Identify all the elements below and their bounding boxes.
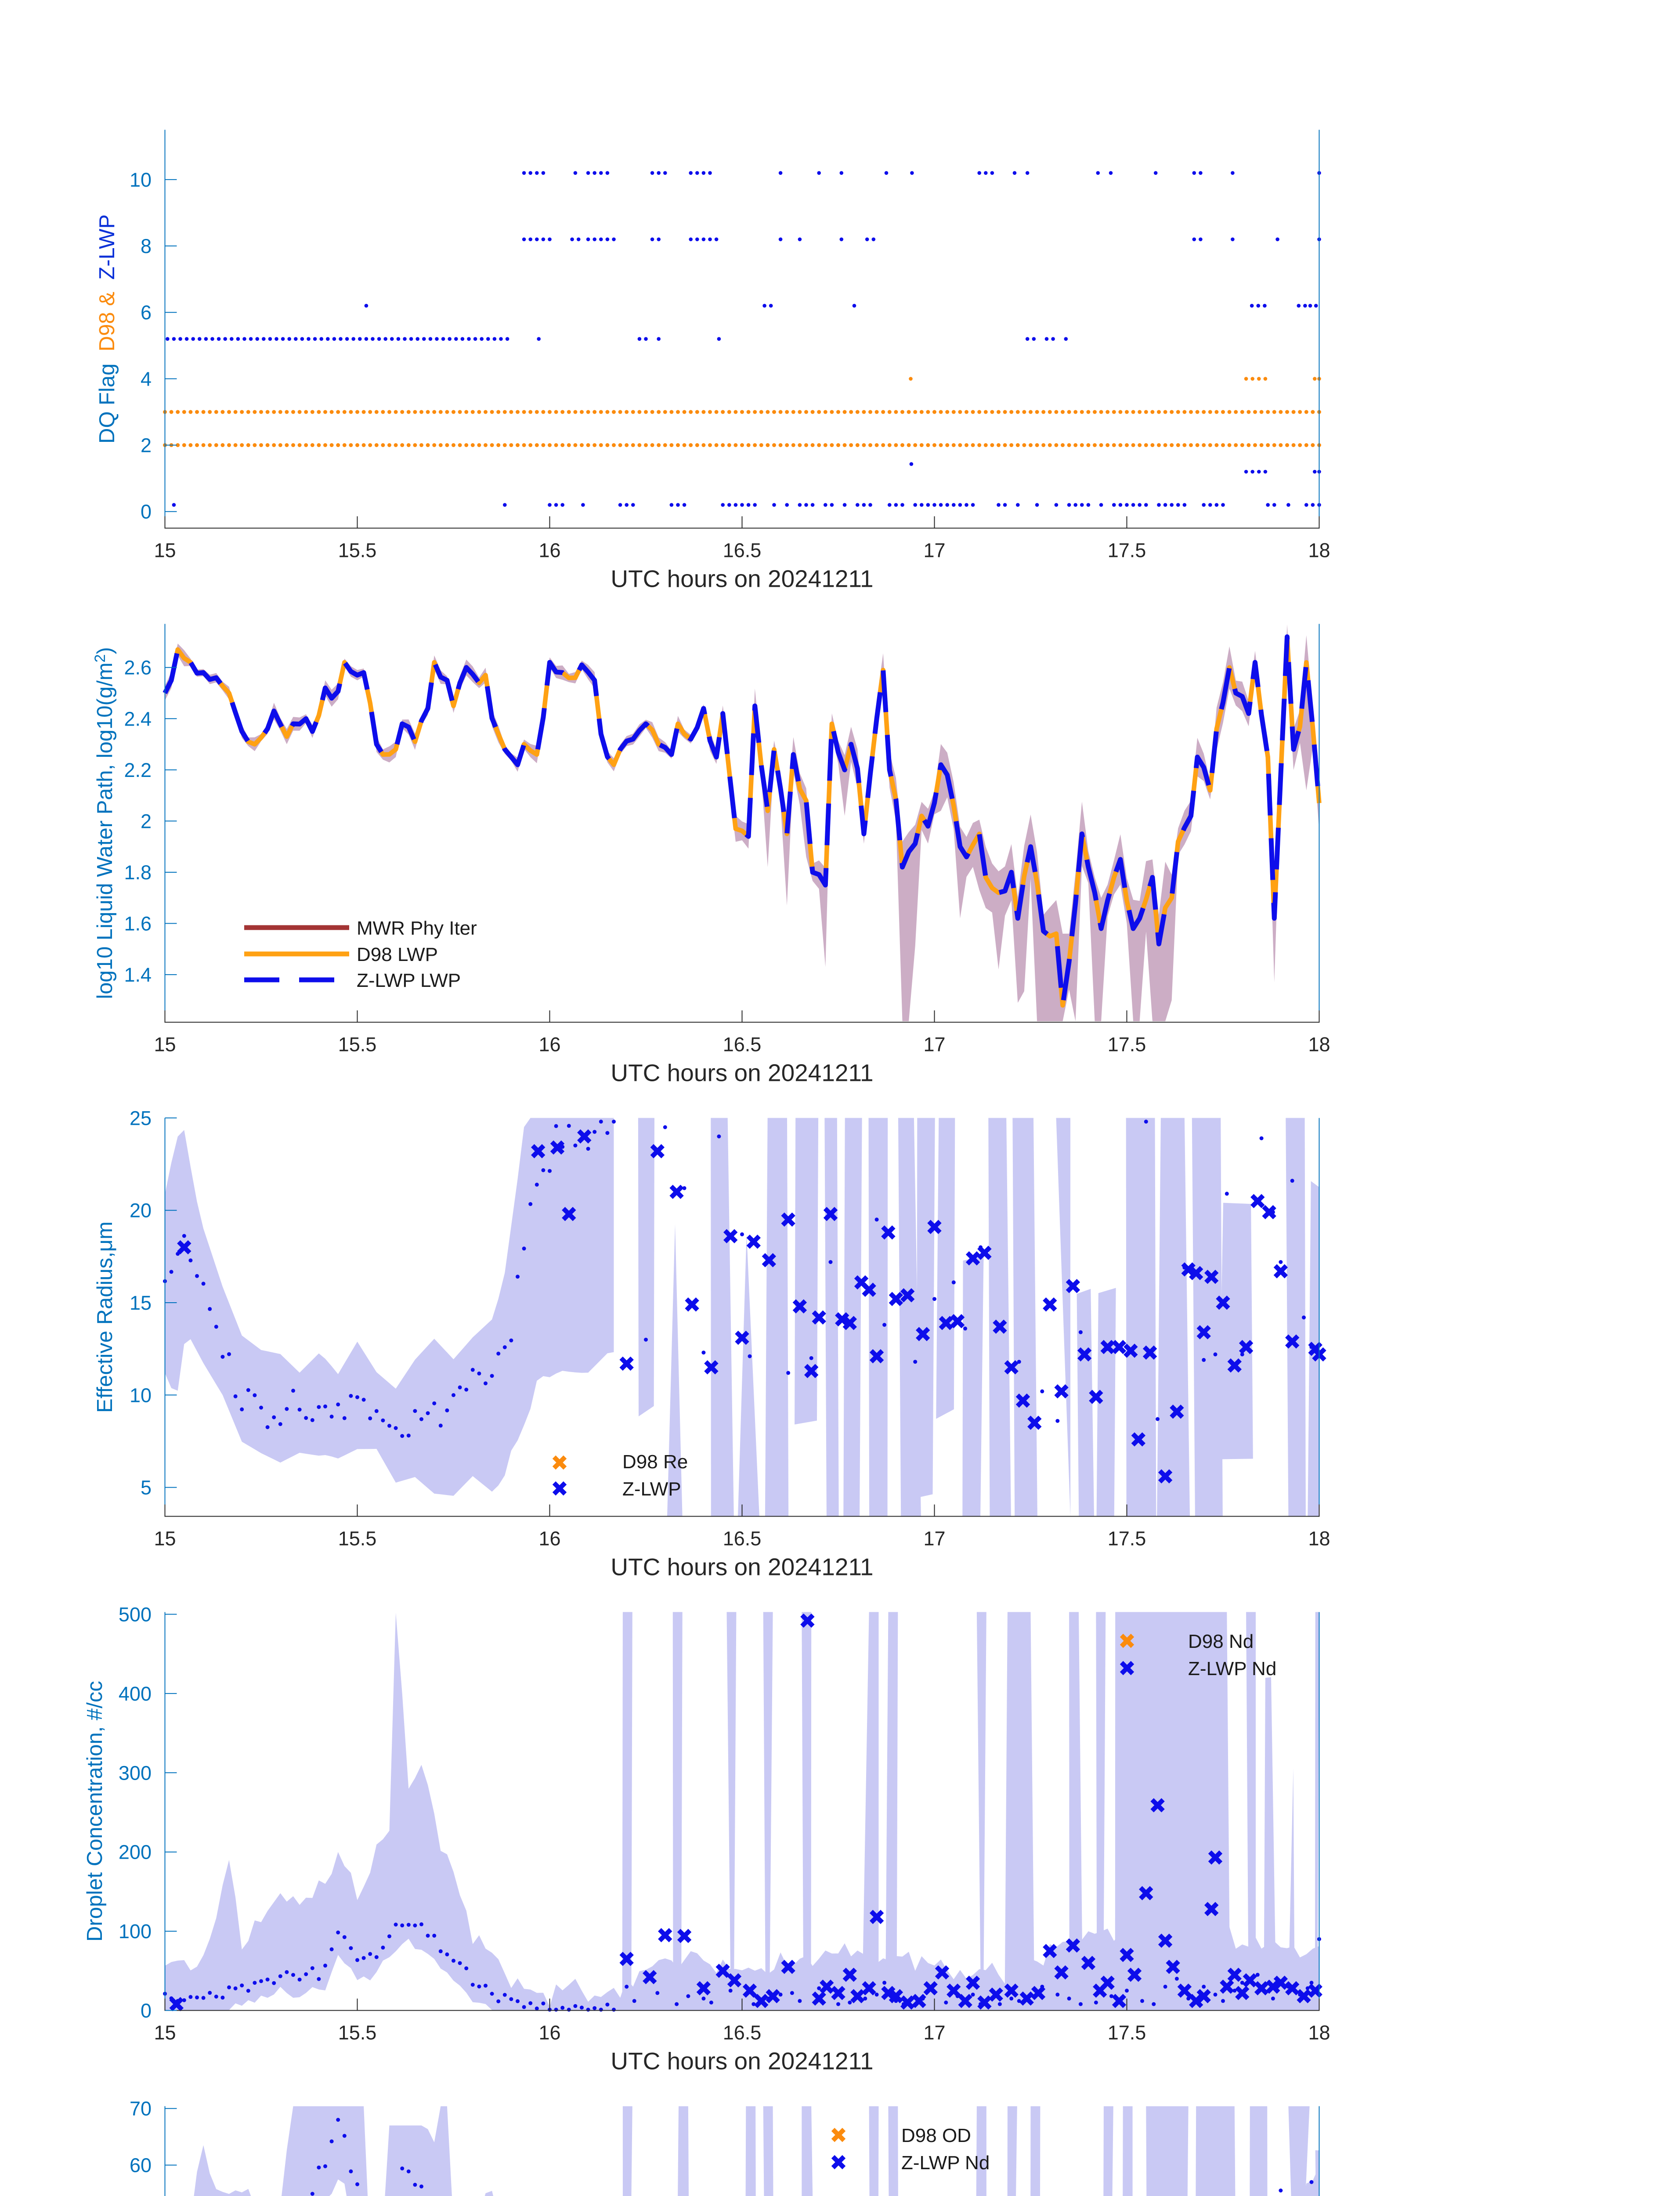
svg-text:300: 300 — [119, 1762, 152, 1784]
svg-text:Z-LWP LWP: Z-LWP LWP — [357, 970, 461, 991]
svg-text:16: 16 — [538, 1528, 560, 1550]
svg-text:18: 18 — [1308, 1528, 1330, 1550]
svg-text:2: 2 — [141, 810, 152, 832]
svg-text:16: 16 — [538, 2022, 560, 2044]
svg-text:0: 0 — [141, 501, 152, 523]
svg-text:17: 17 — [923, 1033, 945, 1056]
svg-text:16.5: 16.5 — [723, 1528, 762, 1550]
svg-text:0: 0 — [141, 2000, 152, 2022]
svg-text:UTC hours on 20241211: UTC hours on 20241211 — [611, 1553, 873, 1581]
svg-text:5: 5 — [141, 1477, 152, 1499]
svg-text:6: 6 — [141, 301, 152, 324]
svg-text:18: 18 — [1308, 2022, 1330, 2044]
svg-text:25: 25 — [130, 1107, 152, 1129]
svg-text:16: 16 — [538, 539, 560, 562]
svg-text:D98 Nd: D98 Nd — [1188, 1631, 1254, 1652]
svg-text:17.5: 17.5 — [1108, 2022, 1146, 2044]
svg-text:Z-LWP Nd: Z-LWP Nd — [901, 2152, 990, 2174]
svg-text:1.4: 1.4 — [124, 964, 152, 986]
svg-text:Z-LWP Nd: Z-LWP Nd — [1188, 1658, 1276, 1680]
svg-text:17.5: 17.5 — [1108, 1528, 1146, 1550]
svg-text:2.6: 2.6 — [124, 657, 152, 679]
svg-text:2: 2 — [141, 434, 152, 457]
svg-text:Effective Radius,μm: Effective Radius,μm — [93, 1221, 117, 1413]
svg-text:17.5: 17.5 — [1108, 539, 1146, 562]
svg-text:17: 17 — [923, 539, 945, 562]
svg-text:20: 20 — [130, 1199, 152, 1222]
svg-text:200: 200 — [119, 1841, 152, 1864]
svg-text:15.5: 15.5 — [338, 539, 377, 562]
svg-text:UTC hours on 20241211: UTC hours on 20241211 — [611, 1059, 873, 1087]
svg-text:1.8: 1.8 — [124, 861, 152, 884]
svg-text:17: 17 — [923, 1528, 945, 1550]
svg-text:18: 18 — [1308, 539, 1330, 562]
svg-text:1.6: 1.6 — [124, 913, 152, 935]
svg-text:15.5: 15.5 — [338, 1033, 377, 1056]
svg-text:log10 Liquid Water Path, log10: log10 Liquid Water Path, log10(g/m2) — [92, 647, 117, 999]
svg-text:15: 15 — [154, 1033, 176, 1056]
svg-text:D98 OD: D98 OD — [901, 2125, 971, 2146]
svg-text:MWR Phy Iter: MWR Phy Iter — [357, 917, 477, 939]
svg-text:15: 15 — [154, 539, 176, 562]
svg-text:Droplet Concentration, #/cc: Droplet Concentration, #/cc — [83, 1681, 107, 1942]
svg-text:15: 15 — [154, 2022, 176, 2044]
svg-text:UTC hours on 20241211: UTC hours on 20241211 — [611, 2048, 873, 2075]
svg-text:10: 10 — [130, 1384, 152, 1406]
svg-text:16: 16 — [538, 1033, 560, 1056]
svg-text:16.5: 16.5 — [723, 539, 762, 562]
svg-text:2.2: 2.2 — [124, 759, 152, 781]
svg-text:DQ Flag D98 & Z-LWP: DQ Flag D98 & Z-LWP — [95, 214, 119, 444]
svg-text:400: 400 — [119, 1683, 152, 1705]
svg-text:17.5: 17.5 — [1108, 1033, 1146, 1056]
svg-text:15.5: 15.5 — [338, 1528, 377, 1550]
svg-text:16.5: 16.5 — [723, 1033, 762, 1056]
svg-text:2.4: 2.4 — [124, 708, 152, 730]
svg-text:8: 8 — [141, 235, 152, 257]
svg-text:Z-LWP: Z-LWP — [622, 1478, 681, 1500]
svg-text:D98 Re: D98 Re — [622, 1451, 688, 1473]
svg-text:100: 100 — [119, 1920, 152, 1943]
svg-text:UTC hours on 20241211: UTC hours on 20241211 — [611, 565, 873, 592]
svg-text:60: 60 — [130, 2154, 152, 2177]
svg-text:15: 15 — [154, 1528, 176, 1550]
svg-text:4: 4 — [141, 368, 152, 390]
svg-text:18: 18 — [1308, 1033, 1330, 1056]
svg-text:D98 LWP: D98 LWP — [357, 944, 438, 965]
svg-text:15.5: 15.5 — [338, 2022, 377, 2044]
svg-text:16.5: 16.5 — [723, 2022, 762, 2044]
svg-text:10: 10 — [130, 169, 152, 191]
svg-text:15: 15 — [130, 1292, 152, 1314]
svg-text:70: 70 — [130, 2098, 152, 2120]
svg-text:500: 500 — [119, 1604, 152, 1626]
svg-text:17: 17 — [923, 2022, 945, 2044]
